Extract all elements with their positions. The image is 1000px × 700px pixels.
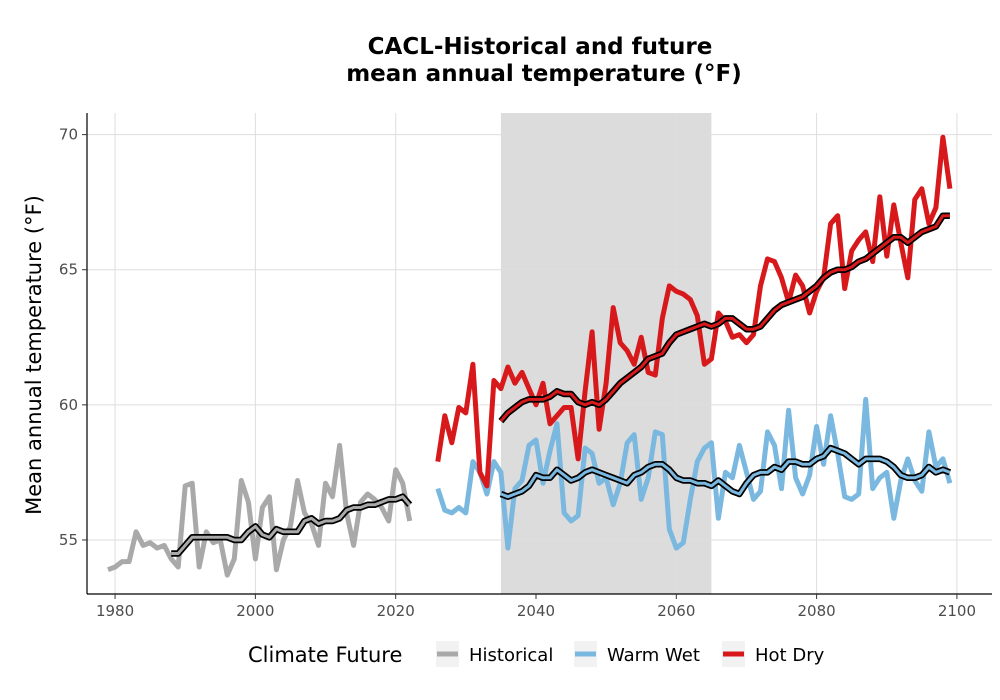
legend-item-warm-wet: Warm Wet: [574, 641, 700, 667]
chart-title-line1: CACL-Historical and future: [368, 34, 713, 60]
plot-area: 1980 2000 2020 2040 2060 2080 2100 55 60 65 70: [59, 113, 992, 620]
legend-item-hot-dry: Hot Dry: [722, 641, 825, 667]
x-tick-label: 2080: [798, 602, 836, 620]
series-line-hot-dry: [435, 134, 953, 489]
series-layer: [107, 134, 953, 578]
y-tick-label: 70: [59, 126, 78, 144]
chart-title-line2: mean annual temperature (°F): [346, 61, 742, 87]
x-tick-label: 2000: [236, 602, 274, 620]
legend-label-historical: Historical: [469, 645, 553, 666]
legend-label-warm-wet: Warm Wet: [607, 645, 700, 666]
y-tick-label: 60: [59, 396, 78, 414]
y-axis-title: Mean annual temperature (°F): [22, 195, 46, 515]
smooth-line-hot-dry: [499, 214, 950, 423]
legend: Climate Future Historical Warm Wet Hot Dry: [248, 641, 825, 667]
smooth-line-historical: [171, 495, 411, 555]
y-tick-label: 65: [59, 261, 78, 279]
smooth-line-warm-wet: [500, 446, 951, 499]
x-tick-label: 1980: [96, 602, 134, 620]
x-tick-label: 2020: [377, 602, 415, 620]
axis-ticks: 1980 2000 2020 2040 2060 2080 2100 55 60 65 70: [59, 126, 976, 620]
shaded-period: [500, 113, 712, 594]
x-tick-label: 2060: [657, 602, 695, 620]
y-tick-label: 55: [59, 531, 78, 549]
series-line-historical: [107, 442, 413, 578]
legend-title: Climate Future: [248, 643, 402, 667]
legend-label-hot-dry: Hot Dry: [755, 645, 825, 666]
x-tick-label: 2100: [938, 602, 976, 620]
legend-item-historical: Historical: [436, 641, 553, 667]
x-tick-label: 2040: [517, 602, 555, 620]
